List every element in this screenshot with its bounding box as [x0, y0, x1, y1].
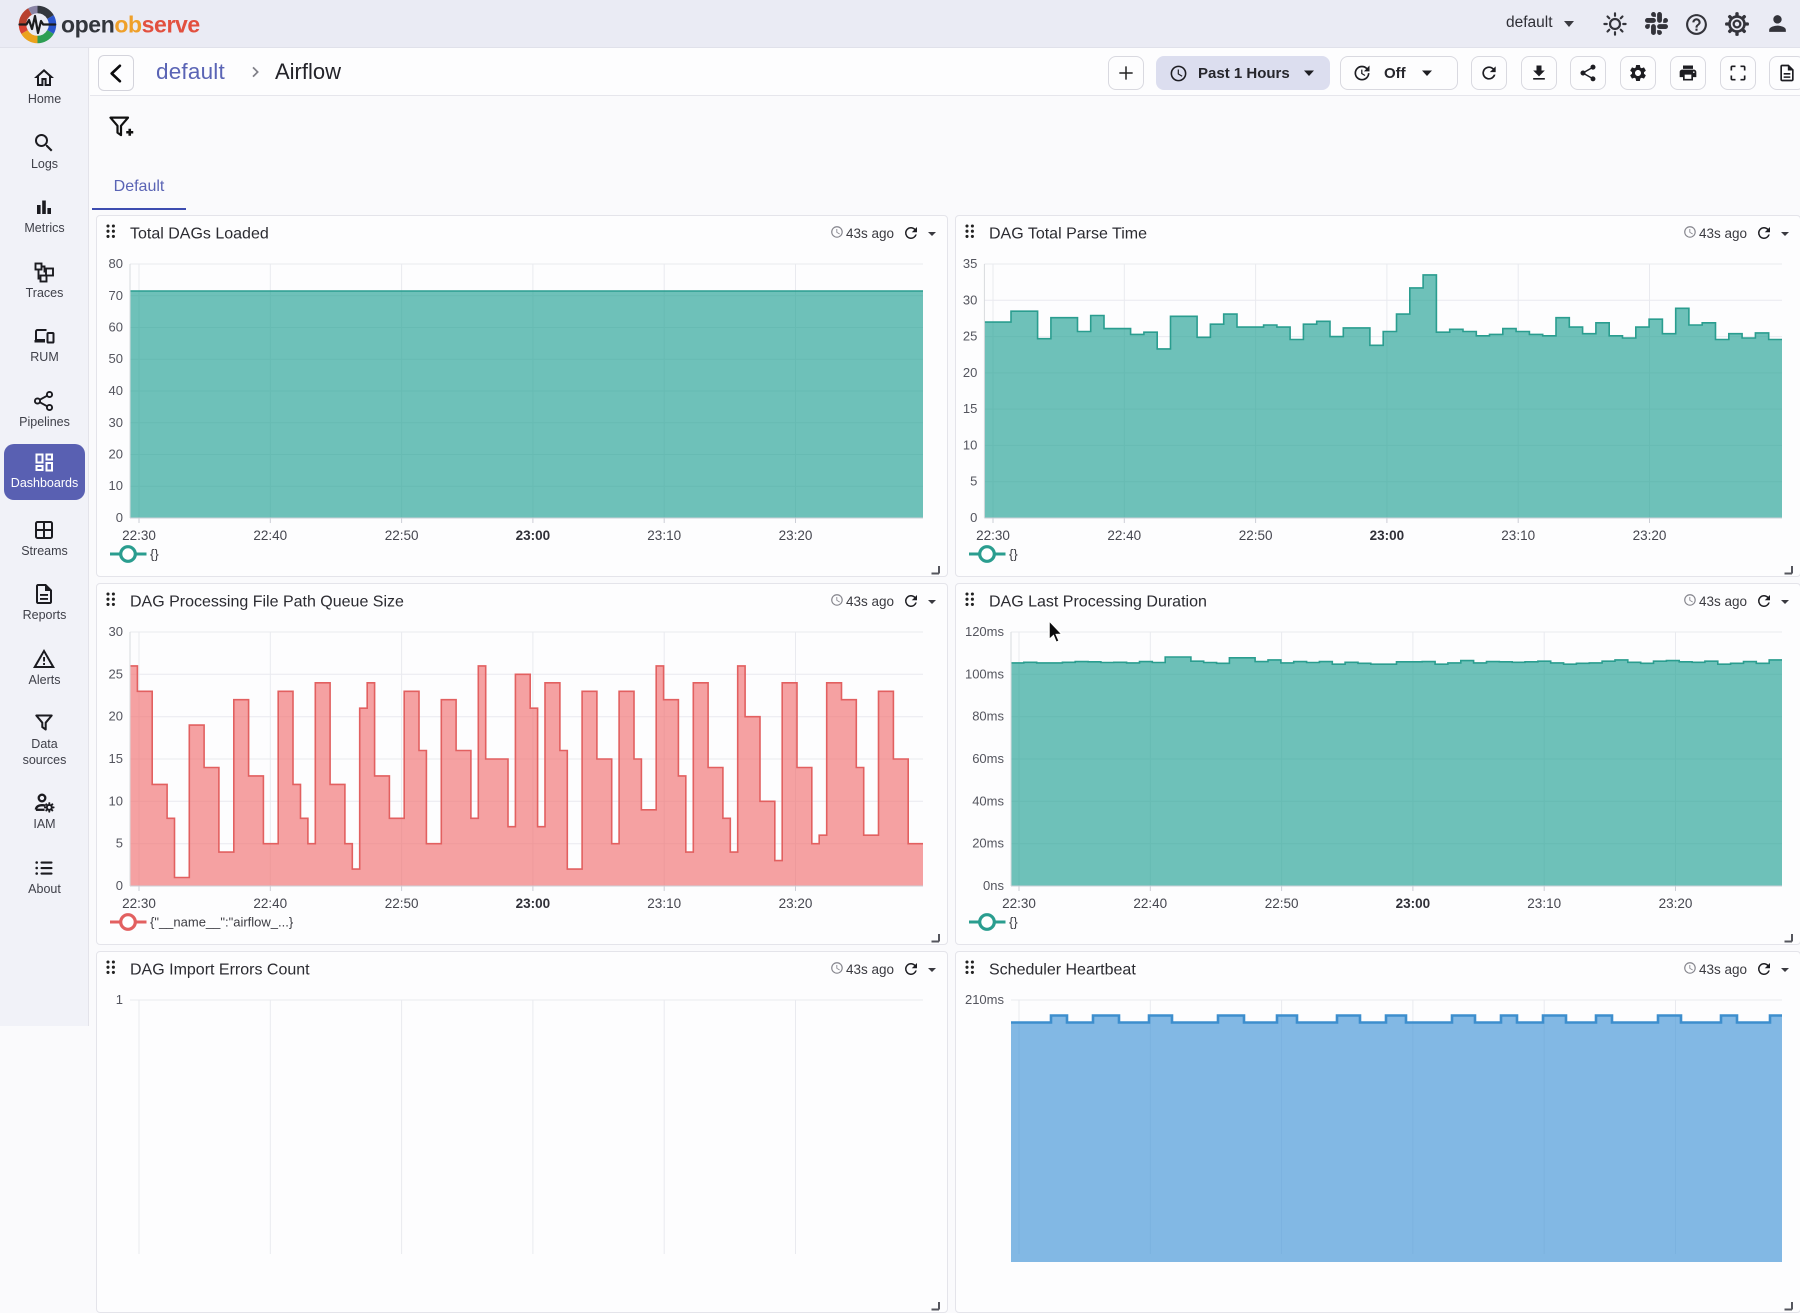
svg-text:30: 30 [963, 292, 977, 307]
svg-text:23:10: 23:10 [647, 896, 681, 911]
svg-text:23:00: 23:00 [1370, 528, 1405, 543]
svg-text:22:50: 22:50 [1239, 528, 1273, 543]
svg-text:23:20: 23:20 [779, 896, 813, 911]
svg-text:25: 25 [963, 329, 977, 344]
svg-text:15: 15 [963, 401, 977, 416]
svg-text:20: 20 [109, 709, 123, 724]
svg-text:22:30: 22:30 [976, 528, 1010, 543]
svg-text:Scheduler Heartbeat: Scheduler Heartbeat [989, 962, 1136, 979]
svg-text:25: 25 [109, 666, 123, 681]
svg-text:30: 30 [109, 415, 123, 430]
svg-text:5: 5 [116, 836, 123, 851]
svg-text:15: 15 [109, 751, 123, 766]
svg-text:5: 5 [970, 474, 977, 489]
svg-text:43s ago: 43s ago [846, 962, 894, 977]
svg-text:10: 10 [963, 437, 977, 452]
svg-text:0ns: 0ns [983, 878, 1004, 893]
svg-text:23:00: 23:00 [1396, 896, 1431, 911]
svg-text:20ms: 20ms [972, 836, 1004, 851]
svg-text:DAG Processing File Path Queue: DAG Processing File Path Queue Size [130, 594, 404, 611]
svg-text:22:40: 22:40 [1133, 896, 1167, 911]
svg-text:DAG Total Parse Time: DAG Total Parse Time [989, 226, 1147, 243]
svg-text:22:40: 22:40 [1107, 528, 1141, 543]
svg-text:Total DAGs Loaded: Total DAGs Loaded [130, 226, 269, 243]
svg-text:43s ago: 43s ago [1699, 226, 1747, 241]
svg-text:22:50: 22:50 [1265, 896, 1299, 911]
svg-text:22:40: 22:40 [253, 896, 287, 911]
svg-text:20: 20 [963, 365, 977, 380]
svg-text:0: 0 [116, 878, 123, 893]
svg-text:10: 10 [109, 478, 123, 493]
svg-text:{"__name__":"airflow_...}: {"__name__":"airflow_...} [150, 915, 294, 930]
svg-text:60: 60 [109, 320, 123, 335]
svg-text:{}: {} [1009, 547, 1018, 562]
svg-text:openobserve: openobserve [61, 12, 200, 38]
svg-text:80ms: 80ms [972, 709, 1004, 724]
svg-text:23:20: 23:20 [1659, 896, 1693, 911]
svg-text:22:30: 22:30 [122, 528, 156, 543]
svg-text:{}: {} [150, 547, 159, 562]
svg-text:23:20: 23:20 [1633, 528, 1667, 543]
svg-text:23:00: 23:00 [516, 528, 551, 543]
svg-text:70: 70 [109, 288, 123, 303]
svg-text:30: 30 [109, 624, 123, 639]
svg-text:100ms: 100ms [965, 666, 1005, 681]
svg-text:{}: {} [1009, 915, 1018, 930]
svg-text:DAG Import Errors Count: DAG Import Errors Count [130, 962, 310, 979]
svg-text:43s ago: 43s ago [846, 594, 894, 609]
svg-text:43s ago: 43s ago [1699, 594, 1747, 609]
svg-text:23:10: 23:10 [1527, 896, 1561, 911]
svg-text:DAG Last Processing Duration: DAG Last Processing Duration [989, 594, 1207, 611]
svg-text:23:10: 23:10 [1501, 528, 1535, 543]
svg-text:35: 35 [963, 256, 977, 271]
svg-text:0: 0 [970, 510, 977, 525]
svg-text:43s ago: 43s ago [1699, 962, 1747, 977]
svg-text:23:10: 23:10 [647, 528, 681, 543]
svg-text:22:50: 22:50 [385, 896, 419, 911]
svg-text:23:00: 23:00 [516, 896, 551, 911]
svg-text:80: 80 [109, 256, 123, 271]
svg-text:20: 20 [109, 447, 123, 462]
svg-text:50: 50 [109, 351, 123, 366]
svg-text:22:50: 22:50 [385, 528, 419, 543]
svg-text:22:30: 22:30 [1002, 896, 1036, 911]
svg-text:0: 0 [116, 510, 123, 525]
svg-text:210ms: 210ms [965, 992, 1005, 1007]
svg-text:23:20: 23:20 [779, 528, 813, 543]
svg-text:22:40: 22:40 [253, 528, 287, 543]
svg-text:40: 40 [109, 383, 123, 398]
svg-text:43s ago: 43s ago [846, 226, 894, 241]
svg-text:1: 1 [116, 992, 123, 1007]
svg-text:10: 10 [109, 793, 123, 808]
svg-text:22:30: 22:30 [122, 896, 156, 911]
svg-text:120ms: 120ms [965, 624, 1005, 639]
svg-text:60ms: 60ms [972, 751, 1004, 766]
svg-text:40ms: 40ms [972, 793, 1004, 808]
